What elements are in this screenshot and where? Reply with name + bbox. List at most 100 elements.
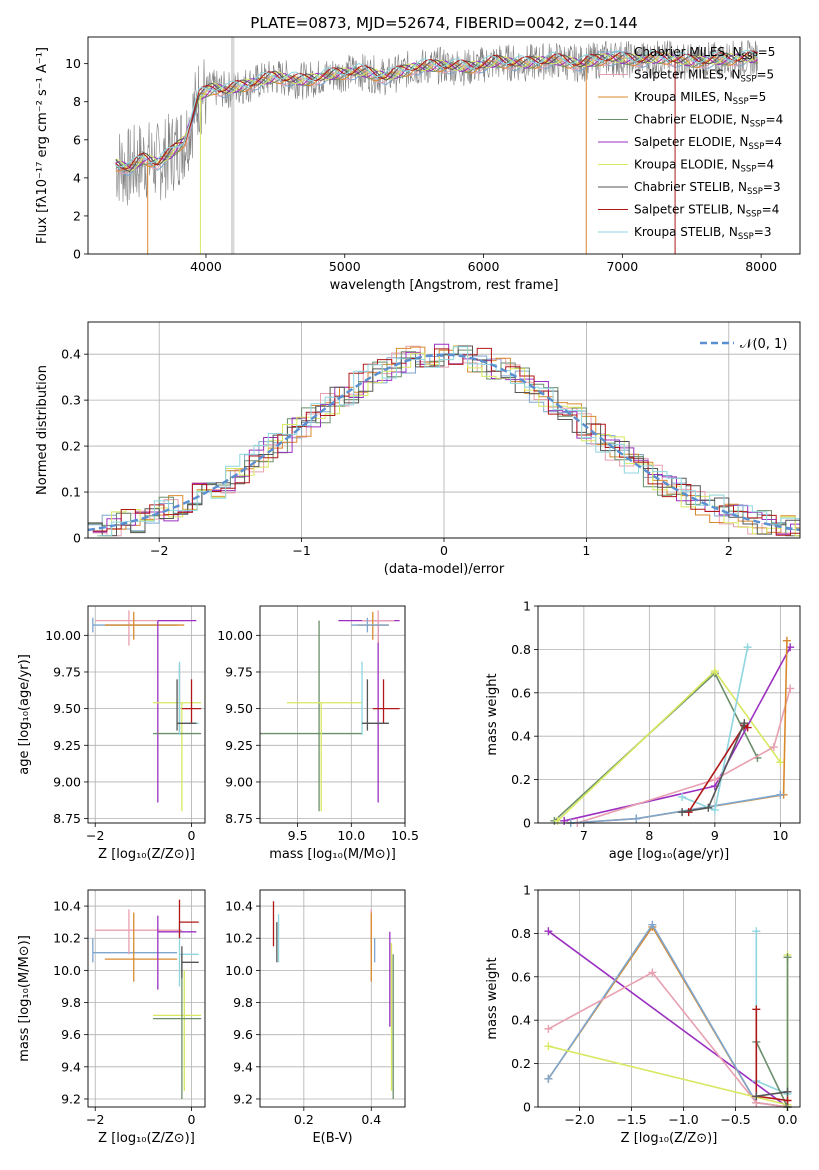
legend-entry-eq: = (756, 158, 766, 172)
weight-marker (678, 792, 687, 801)
legend-entry: Salpeter MILES, NSSP=5 (634, 68, 774, 85)
legend-entry-prefix: , N (730, 180, 747, 194)
residual-histogram (97, 346, 800, 537)
y-tick-label: 0.8 (511, 642, 531, 657)
y-tick-label: 0.4 (511, 1013, 531, 1028)
weight-marker (648, 920, 657, 929)
legend-entry-subscript: SSP (746, 210, 762, 220)
y-tick-label: 2 (73, 208, 81, 223)
y-tick-label: 0.4 (61, 347, 81, 362)
mass_vs_Z-panel: −2 0 9.2 9.4 9.6 9.8 10.0 10.2 10.4 Z [log₁₀(Z/Z⊙… (17, 889, 206, 1146)
y-tick-label: 9.8 (233, 995, 253, 1010)
weight-line (564, 646, 791, 822)
x-tick-label: 2 (725, 543, 733, 558)
x-tick-label: 6000 (468, 259, 500, 274)
legend-entry-eq: = (756, 68, 766, 82)
weight_vs_age-ticks: 7 8 9 10 0 0.2 0.4 0.6 0.8 1 (511, 599, 788, 844)
age_vs_Z-ticks: −2 0 8.75 9.00 9.25 9.50 9.75 10.00 (45, 628, 195, 843)
legend-entry-name: Salpeter STELIB (634, 203, 729, 217)
weight-marker (783, 953, 792, 962)
y-tick-label: 9.4 (233, 1059, 253, 1074)
y-tick-label: 10.00 (217, 628, 253, 643)
weight-marker (752, 1005, 761, 1014)
weight-line (570, 794, 781, 824)
observed-spectrum-line (115, 40, 759, 206)
weight-series (752, 1087, 792, 1101)
x-axis-label: Z [log₁₀(Z/Z⊙)] (621, 1131, 718, 1146)
y-tick-label: 1 (523, 883, 531, 898)
legend: Chabrier MILES, NSSP=5 Salpeter MILES, NS… (598, 45, 783, 242)
weight-line (577, 688, 791, 824)
legend-entry: Chabrier ELODIE, NSSP=4 (634, 113, 783, 130)
errorbar-point (181, 679, 202, 724)
y-axis-label: Flux [fλ10⁻¹⁷ erg cm⁻² s⁻¹ A⁻¹] (35, 47, 50, 244)
weight-line (548, 971, 788, 1108)
legend-entry-name: Chabrier MILES (634, 45, 725, 59)
axes-frame (87, 321, 801, 539)
chart-title: PLATE=0873, MJD=52674, FIBERID=0042, z=0… (250, 14, 637, 32)
y-tick-label: 9.50 (225, 701, 253, 716)
legend-entry-name: Kroupa STELIB (634, 225, 721, 239)
x-tick-label: 9.5 (288, 828, 308, 843)
weight_vs_Z-panel: −2.0 −1.5 −1.0 −0.5 0.0 0 0.2 0.4 0.6 0.8 1 Z [log₁… (485, 883, 801, 1146)
legend-entry-eq: = (758, 45, 768, 59)
weight-marker (740, 719, 749, 728)
legend-entry-eq: = (749, 90, 759, 104)
x-axis-label: Z [log₁₀(Z/Z⊙)] (98, 1131, 195, 1146)
y-tick-label: 0.2 (511, 1056, 531, 1071)
model-spectrum-line (115, 52, 759, 172)
y-tick-label: 4 (73, 170, 81, 185)
x-tick-label: −1.0 (668, 1112, 698, 1127)
x-tick-label: 1 (582, 543, 590, 558)
axes-frame (259, 889, 406, 1108)
legend: 𝒩(0, 1) (700, 337, 787, 352)
age_vs_mass-ticks: 9.5 10.0 10.5 8.75 9.00 9.25 9.50 9.75 10.00 (217, 628, 419, 843)
weight-series (678, 643, 752, 814)
weight-line (570, 640, 788, 824)
weight_vs_age-plot-area (550, 636, 795, 827)
legend-entry-subscript: SSP (750, 120, 766, 130)
weight-marker (783, 1087, 792, 1096)
residual-histogram (97, 345, 800, 537)
legend-entry-nssp: 4 (776, 113, 784, 127)
normal-curve (87, 353, 801, 532)
spectrum-panel: 4000 5000 6000 7000 8000 0 2 4 6 8 10 wavelength [A… (35, 14, 801, 293)
errorbar-point (157, 915, 197, 990)
weight-marker (544, 1074, 553, 1083)
weight_vs_Z-plot-area (544, 920, 792, 1111)
y-tick-label: 10 (65, 56, 81, 71)
weight-marker (782, 636, 791, 645)
y-axis-label: mass weight (485, 673, 500, 755)
weight-marker (704, 803, 713, 812)
mass_vs_Z-ticks: −2 0 9.2 9.4 9.6 9.8 10.0 10.2 10.4 (53, 899, 195, 1127)
legend-entry-subscript: SSP (738, 232, 754, 242)
x-tick-label: 0.4 (361, 1112, 381, 1127)
y-axis-label: age [log₁₀(age/yr)] (17, 654, 32, 775)
errorbar-point (372, 679, 400, 724)
mass_vs_Z-plot-area (92, 899, 202, 1099)
legend-entry-nssp: 3 (764, 225, 772, 239)
y-tick-label: 10.2 (225, 931, 253, 946)
axes-frame (87, 605, 206, 824)
y-tick-label: 6 (73, 132, 81, 147)
legend-entry-subscript: SSP (741, 75, 757, 85)
weight-line (756, 1091, 788, 1097)
x-tick-label: −2 (150, 543, 168, 558)
spectrum-ticks: 4000 5000 6000 7000 8000 0 2 4 6 8 10 (65, 56, 777, 274)
x-tick-label: 0.0 (778, 1112, 798, 1127)
legend-entry: Chabrier STELIB, NSSP=3 (634, 180, 781, 197)
weight-marker (632, 814, 641, 823)
legend-entry-nssp: 3 (773, 180, 781, 194)
errorbar-point (351, 617, 389, 633)
y-tick-label: 9.2 (61, 1091, 81, 1106)
y-tick-label: 10.00 (45, 628, 81, 643)
x-axis-label: mass [log₁₀(M/M⊙)] (269, 847, 396, 862)
age_vs_mass-plot-area (260, 610, 400, 812)
weight-line (755, 957, 789, 1108)
weight-marker (710, 775, 719, 784)
legend-entry: Chabrier MILES, NSSP=5 (634, 45, 775, 62)
x-tick-label: 9 (711, 828, 719, 843)
x-tick-label: 0 (188, 828, 196, 843)
x-tick-label: 8000 (745, 259, 777, 274)
weight-marker (710, 805, 719, 814)
